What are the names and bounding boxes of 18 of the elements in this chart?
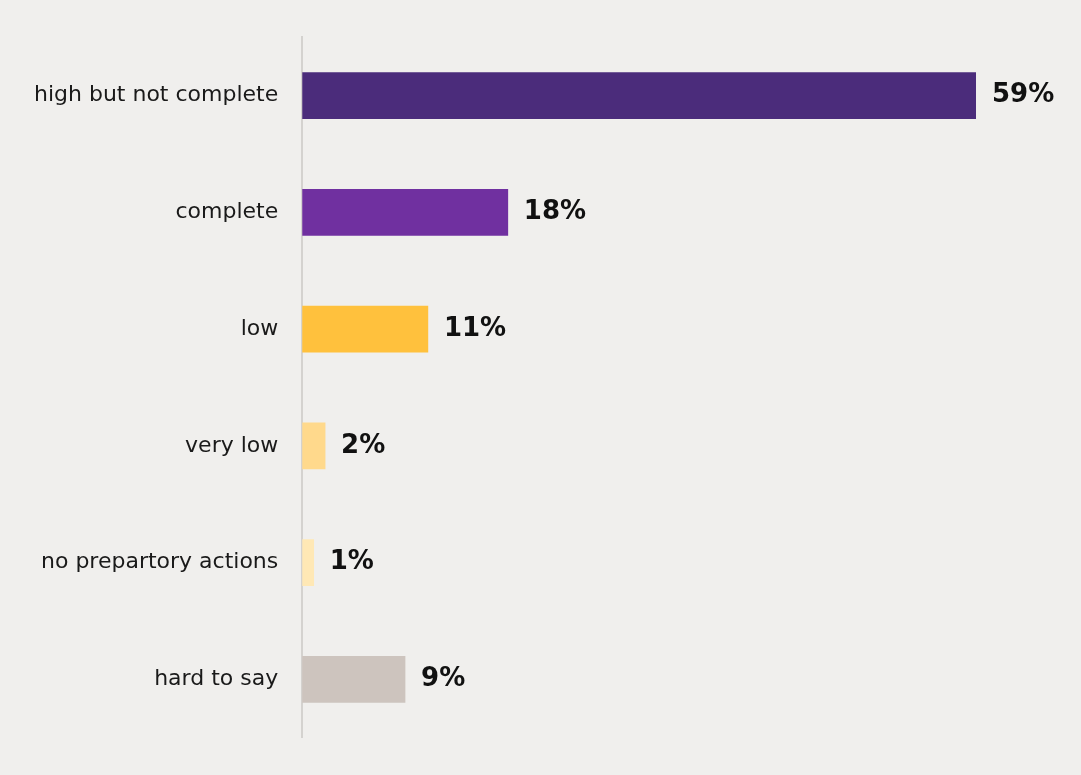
data-label: 1% (329, 545, 374, 576)
bar (302, 422, 326, 470)
data-label: 9% (421, 662, 466, 693)
data-label: 2% (341, 428, 386, 459)
data-label: 18% (523, 195, 587, 226)
bar (302, 656, 406, 703)
y-tick-label: no prepartory actions (40, 548, 279, 574)
bar (302, 189, 509, 236)
y-tick-label: low (240, 314, 279, 340)
bar (302, 539, 315, 586)
bar (302, 305, 429, 353)
data-label: 11% (443, 311, 507, 342)
y-tick-label: complete (175, 198, 279, 224)
y-tick-label: high but not complete (33, 81, 279, 107)
bar (302, 72, 976, 119)
data-label: 59% (992, 78, 1055, 109)
y-tick-label: hard to say (154, 665, 279, 691)
y-tick-label: very low (185, 431, 279, 457)
